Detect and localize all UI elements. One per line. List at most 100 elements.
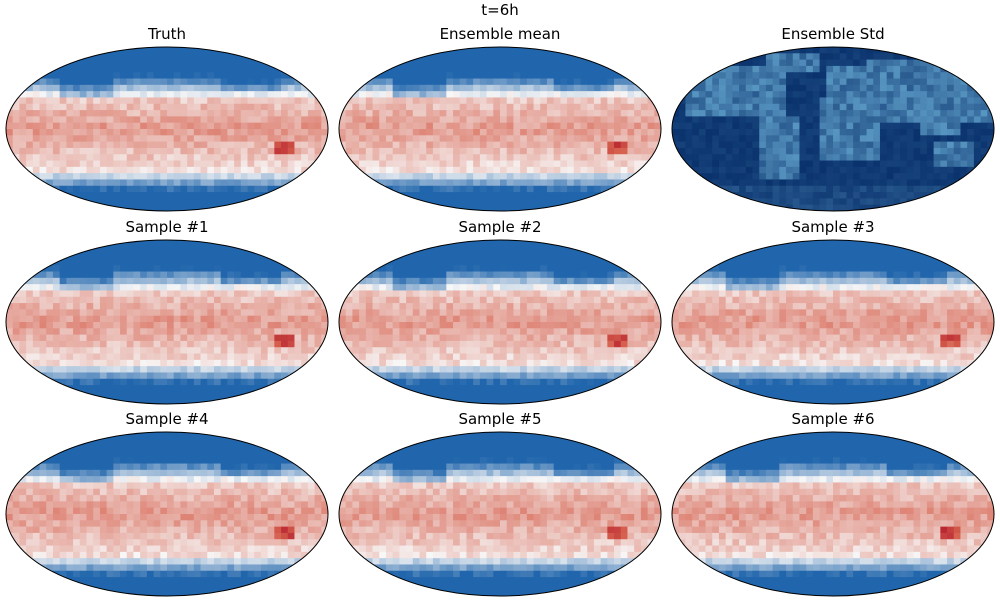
- grid-cell: [193, 284, 202, 292]
- grid-cell: [247, 372, 255, 380]
- grid-cell: [52, 91, 61, 99]
- grid-cell: [294, 353, 302, 361]
- grid-cell: [140, 78, 148, 86]
- grid-cell: [459, 166, 468, 174]
- grid-cell: [812, 192, 821, 199]
- grid-cell: [99, 129, 108, 136]
- grid-cell: [267, 277, 275, 285]
- grid-cell: [93, 252, 101, 260]
- grid-cell: [459, 173, 468, 181]
- grid-cell: [46, 271, 54, 279]
- grid-cell: [106, 322, 114, 329]
- grid-cell: [234, 334, 242, 342]
- grid-cell: [705, 135, 713, 143]
- grid-cell: [207, 258, 215, 266]
- grid-cell: [153, 97, 161, 105]
- grid-cell: [973, 185, 982, 193]
- grid-cell: [779, 122, 787, 130]
- grid-cell: [26, 309, 34, 317]
- grid-cell: [493, 47, 501, 54]
- grid-cell: [200, 53, 208, 61]
- grid-cell: [52, 204, 61, 211]
- grid-cell: [879, 135, 888, 143]
- grid-cell: [193, 173, 202, 181]
- grid-cell: [200, 179, 208, 187]
- grid-cell: [446, 185, 454, 193]
- grid-cell: [987, 59, 994, 67]
- grid-cell: [314, 47, 322, 54]
- grid-cell: [759, 72, 767, 80]
- grid-cell: [140, 366, 148, 374]
- grid-cell: [987, 122, 994, 130]
- grid-cell: [819, 185, 827, 193]
- grid-cell: [180, 204, 188, 211]
- grid-cell: [133, 173, 141, 181]
- grid-cell: [506, 204, 515, 211]
- grid-cell: [160, 359, 168, 367]
- grid-cell: [359, 166, 367, 174]
- grid-cell: [19, 59, 27, 67]
- grid-cell: [779, 135, 787, 143]
- grid-cell: [627, 110, 635, 117]
- grid-cell: [59, 315, 67, 323]
- grid-cell: [227, 284, 235, 292]
- grid-cell: [307, 53, 316, 61]
- grid-cell: [853, 129, 861, 136]
- grid-cell: [439, 166, 447, 174]
- grid-cell: [812, 179, 821, 187]
- grid-cell: [640, 116, 649, 124]
- grid-cell: [52, 303, 61, 310]
- grid-cell: [678, 116, 687, 124]
- grid-cell: [180, 340, 188, 348]
- grid-cell: [39, 185, 47, 193]
- grid-cell: [260, 129, 269, 136]
- grid-cell: [234, 353, 242, 361]
- grid-cell: [560, 72, 568, 80]
- grid-cell: [779, 192, 787, 199]
- grid-cell: [947, 141, 955, 149]
- grid-cell: [752, 204, 760, 211]
- grid-cell: [321, 97, 328, 105]
- grid-cell: [6, 290, 14, 298]
- grid-cell: [560, 84, 568, 92]
- grid-cell: [99, 154, 108, 162]
- grid-cell: [926, 110, 935, 117]
- grid-cell: [140, 309, 148, 317]
- grid-cell: [739, 160, 747, 168]
- grid-cell: [307, 252, 316, 260]
- grid-cell: [66, 204, 74, 211]
- grid-cell: [267, 91, 275, 99]
- grid-cell: [180, 91, 188, 99]
- grid-cell: [307, 290, 316, 298]
- grid-cell: [500, 147, 508, 155]
- grid-cell: [120, 372, 128, 380]
- grid-cell: [587, 141, 595, 149]
- grid-cell: [133, 271, 141, 279]
- grid-cell: [260, 179, 269, 187]
- grid-cell: [146, 192, 155, 199]
- grid-cell: [146, 284, 155, 292]
- grid-cell: [866, 160, 874, 168]
- grid-cell: [287, 91, 296, 99]
- grid-cell: [634, 103, 642, 111]
- grid-cell: [19, 192, 27, 199]
- grid-cell: [39, 110, 47, 117]
- grid-cell: [406, 59, 414, 67]
- grid-cell: [287, 378, 296, 386]
- grid-cell: [6, 78, 14, 86]
- grid-cell: [281, 53, 289, 61]
- grid-cell: [546, 84, 555, 92]
- grid-cell: [307, 303, 316, 310]
- grid-cell: [140, 116, 148, 124]
- grid-cell: [113, 122, 121, 130]
- grid-cell: [745, 204, 754, 211]
- grid-cell: [126, 122, 135, 130]
- grid-cell: [580, 122, 588, 130]
- grid-cell: [806, 192, 814, 199]
- grid-cell: [301, 166, 309, 174]
- grid-cell: [294, 185, 302, 193]
- grid-cell: [634, 198, 642, 206]
- grid-cell: [947, 147, 955, 155]
- grid-cell: [32, 97, 41, 105]
- grid-cell: [819, 110, 827, 117]
